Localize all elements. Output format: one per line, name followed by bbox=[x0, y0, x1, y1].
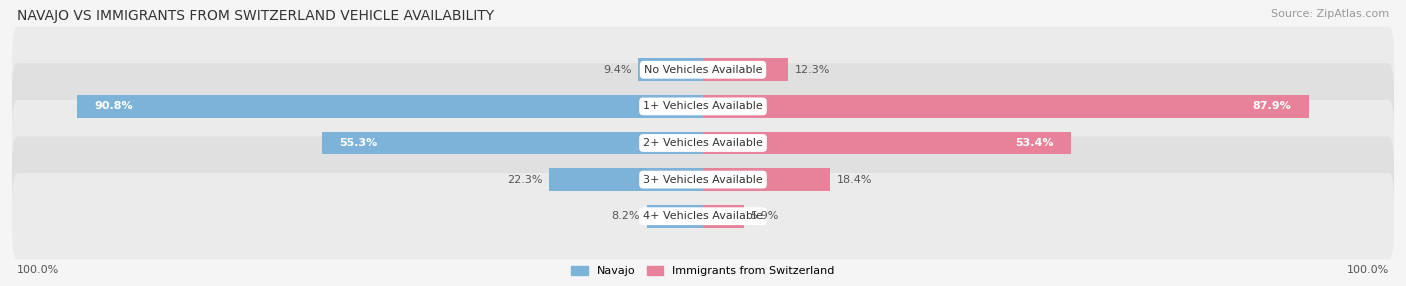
Text: 53.4%: 53.4% bbox=[1015, 138, 1053, 148]
Text: Source: ZipAtlas.com: Source: ZipAtlas.com bbox=[1271, 9, 1389, 19]
FancyBboxPatch shape bbox=[13, 27, 1393, 113]
Text: 100.0%: 100.0% bbox=[17, 265, 59, 275]
Bar bbox=[647, 205, 703, 228]
Text: 1+ Vehicles Available: 1+ Vehicles Available bbox=[643, 102, 763, 111]
Text: NAVAJO VS IMMIGRANTS FROM SWITZERLAND VEHICLE AVAILABILITY: NAVAJO VS IMMIGRANTS FROM SWITZERLAND VE… bbox=[17, 9, 494, 23]
Text: 12.3%: 12.3% bbox=[794, 65, 830, 75]
Text: 5.9%: 5.9% bbox=[751, 211, 779, 221]
Bar bbox=[703, 168, 830, 191]
Bar bbox=[703, 132, 1071, 154]
Text: 18.4%: 18.4% bbox=[837, 175, 872, 184]
FancyBboxPatch shape bbox=[13, 100, 1393, 186]
Legend: Navajo, Immigrants from Switzerland: Navajo, Immigrants from Switzerland bbox=[567, 261, 839, 281]
Bar bbox=[703, 205, 744, 228]
Text: 55.3%: 55.3% bbox=[339, 138, 377, 148]
Text: 8.2%: 8.2% bbox=[612, 211, 640, 221]
Text: 100.0%: 100.0% bbox=[1347, 265, 1389, 275]
Text: 2+ Vehicles Available: 2+ Vehicles Available bbox=[643, 138, 763, 148]
Text: No Vehicles Available: No Vehicles Available bbox=[644, 65, 762, 75]
Bar bbox=[703, 95, 1309, 118]
Bar bbox=[703, 58, 787, 81]
Text: 90.8%: 90.8% bbox=[94, 102, 134, 111]
FancyBboxPatch shape bbox=[13, 63, 1393, 150]
FancyBboxPatch shape bbox=[13, 173, 1393, 259]
Text: 3+ Vehicles Available: 3+ Vehicles Available bbox=[643, 175, 763, 184]
Text: 9.4%: 9.4% bbox=[603, 65, 631, 75]
Text: 4+ Vehicles Available: 4+ Vehicles Available bbox=[643, 211, 763, 221]
Text: 22.3%: 22.3% bbox=[508, 175, 543, 184]
FancyBboxPatch shape bbox=[13, 136, 1393, 223]
Bar bbox=[77, 95, 703, 118]
Bar bbox=[322, 132, 703, 154]
Bar bbox=[550, 168, 703, 191]
Bar bbox=[638, 58, 703, 81]
Text: 87.9%: 87.9% bbox=[1253, 102, 1291, 111]
